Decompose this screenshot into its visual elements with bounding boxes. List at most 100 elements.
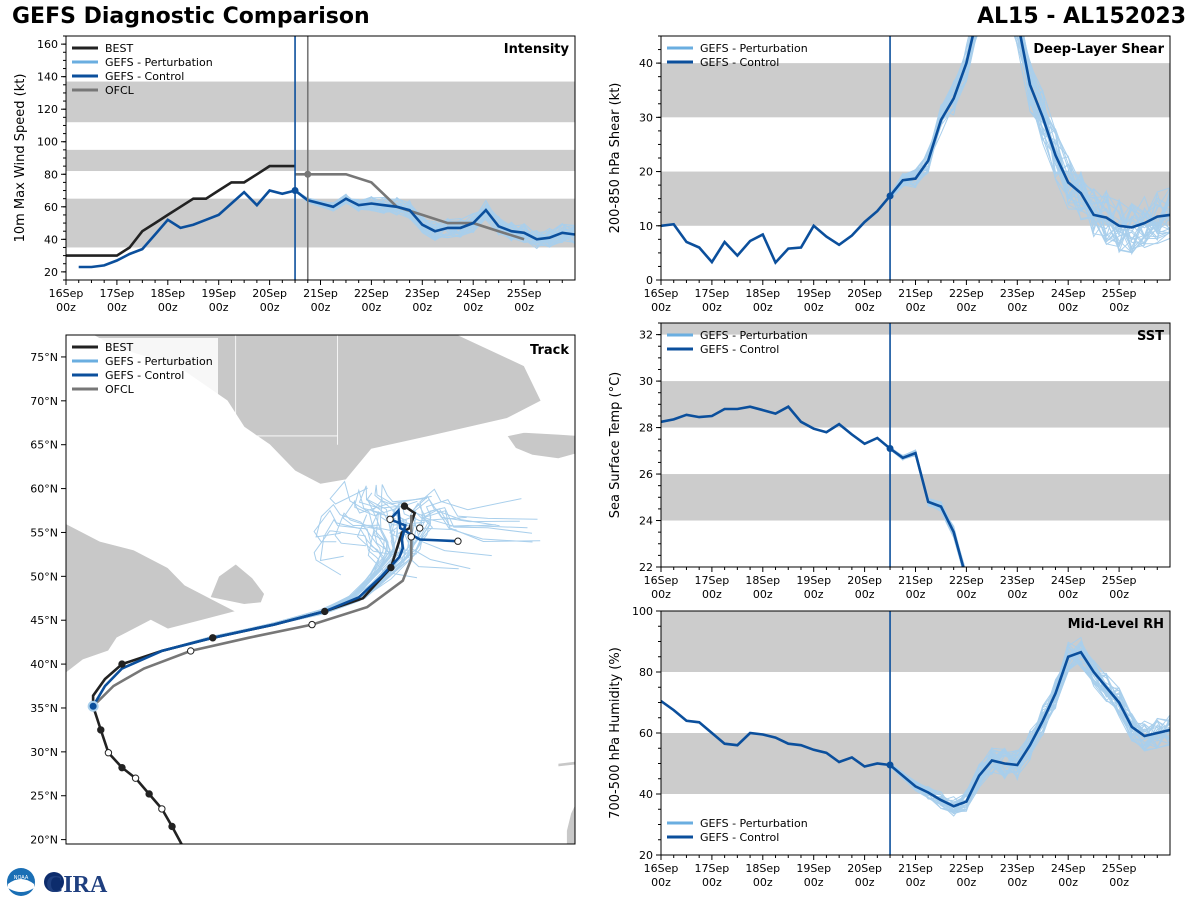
- ytick-label: 24: [639, 515, 653, 528]
- sst-plot: [661, 323, 1170, 567]
- shaded-band: [661, 474, 1170, 521]
- xtick-hour-label: 00z: [804, 588, 824, 601]
- xtick-day-label: 17Sep: [695, 862, 730, 875]
- ytick-label: 22: [639, 561, 653, 574]
- lat-tick-label: 50°N: [30, 570, 58, 583]
- legend-label: GEFS - Perturbation: [105, 56, 213, 69]
- best-track-marker: [97, 726, 105, 734]
- cira-logo-text: CIRA: [46, 872, 108, 898]
- perturbation-line: [889, 448, 965, 567]
- ytick-label: 20: [639, 849, 653, 862]
- rh-ylabel: 700-500 hPa Humidity (%): [608, 647, 623, 819]
- control-line: [661, 36, 1170, 265]
- legend-label: OFCL: [105, 84, 135, 97]
- noaa-wave-icon: [8, 879, 34, 892]
- track-map: [66, 335, 880, 844]
- legend-label: OFCL: [105, 383, 135, 396]
- lat-tick-label: 60°N: [30, 483, 58, 496]
- legend-label: GEFS - Control: [105, 369, 184, 382]
- track-frame: [65, 334, 576, 845]
- shaded-band: [66, 81, 575, 123]
- xtick-day-label: 19Sep: [796, 574, 831, 587]
- xtick-hour-label: 00z: [651, 876, 671, 889]
- ytick-label: 0: [646, 274, 653, 287]
- legend-label: BEST: [105, 42, 133, 55]
- lat-tick-label: 70°N: [30, 395, 58, 408]
- page-title: GEFS Diagnostic Comparison: [12, 4, 370, 29]
- xtick-day-label: 19Sep: [796, 287, 831, 300]
- xtick-day-label: 18Sep: [745, 862, 780, 875]
- xtick-hour-label: 00z: [906, 301, 926, 314]
- track-marker: [308, 620, 316, 629]
- north-america-land: [66, 523, 237, 674]
- xtick-hour-label: 00z: [514, 301, 534, 314]
- init-position-marker: [87, 700, 99, 712]
- track-title: Track: [530, 343, 569, 358]
- ytick-label: 20: [44, 266, 58, 279]
- ytick-label: 40: [639, 788, 653, 801]
- perturbation-line: [889, 660, 1170, 806]
- track-marker: [400, 502, 409, 510]
- xtick-hour-label: 00z: [957, 876, 977, 889]
- track-marker: [416, 524, 424, 532]
- lat-tick-label: 75°N: [30, 351, 58, 364]
- xtick-day-label: 21Sep: [898, 862, 933, 875]
- xtick-hour-label: 00z: [1058, 301, 1078, 314]
- xtick-day-label: 19Sep: [201, 287, 236, 300]
- xtick-day-label: 24Sep: [456, 287, 491, 300]
- xtick-hour-label: 00z: [702, 876, 722, 889]
- control-line: [661, 405, 965, 567]
- ytick-label: 32: [639, 329, 653, 342]
- ytick-label: 40: [44, 233, 58, 246]
- xtick-hour-label: 00z: [311, 301, 331, 314]
- europe-land: [630, 509, 880, 708]
- xtick-hour-label: 00z: [107, 301, 127, 314]
- best-track-marker: [168, 822, 176, 831]
- legend-label: GEFS - Control: [105, 70, 184, 83]
- legend-label: GEFS - Perturbation: [700, 42, 808, 55]
- xtick-hour-label: 00z: [906, 588, 926, 601]
- legend-label: GEFS - Perturbation: [700, 329, 808, 342]
- xtick-day-label: 22Sep: [354, 287, 389, 300]
- xtick-hour-label: 00z: [362, 301, 382, 314]
- xtick-day-label: 25Sep: [1102, 574, 1137, 587]
- xtick-hour-label: 00z: [260, 301, 280, 314]
- xtick-day-label: 20Sep: [252, 287, 287, 300]
- control-init-marker: [886, 444, 894, 452]
- best-track-marker: [158, 805, 166, 813]
- control-line: [661, 650, 1170, 808]
- shaded-band: [661, 381, 1170, 428]
- xtick-hour-label: 00z: [463, 301, 483, 314]
- xtick-day-label: 17Sep: [695, 287, 730, 300]
- rh-title: Mid-Level RH: [1068, 617, 1164, 632]
- xtick-hour-label: 00z: [1109, 301, 1129, 314]
- xtick-hour-label: 00z: [651, 301, 671, 314]
- track-marker: [209, 634, 217, 642]
- ytick-label: 20: [639, 166, 653, 179]
- lat-tick-label: 40°N: [30, 658, 58, 671]
- legend-label: GEFS - Control: [700, 56, 779, 69]
- xtick-hour-label: 00z: [855, 588, 875, 601]
- africa-land: [566, 803, 575, 844]
- shear-title: Deep-Layer Shear: [1033, 42, 1164, 57]
- xtick-day-label: 24Sep: [1051, 287, 1086, 300]
- lat-tick-label: 55°N: [30, 526, 58, 539]
- perturbation-line: [889, 447, 963, 567]
- intensity-plot: [66, 81, 575, 269]
- xtick-day-label: 16Sep: [49, 287, 84, 300]
- ytick-label: 140: [37, 71, 58, 84]
- track-marker: [454, 537, 462, 545]
- ytick-label: 60: [639, 727, 653, 740]
- xtick-hour-label: 00z: [855, 876, 875, 889]
- xtick-hour-label: 00z: [412, 301, 432, 314]
- best-track-marker: [118, 763, 126, 772]
- control-line: [78, 189, 575, 269]
- xtick-day-label: 20Sep: [847, 574, 882, 587]
- ytick-label: 80: [639, 666, 653, 679]
- ofcl-init-marker: [304, 170, 312, 178]
- ytick-label: 26: [639, 468, 653, 481]
- xtick-day-label: 24Sep: [1051, 574, 1086, 587]
- xtick-hour-label: 00z: [158, 301, 178, 314]
